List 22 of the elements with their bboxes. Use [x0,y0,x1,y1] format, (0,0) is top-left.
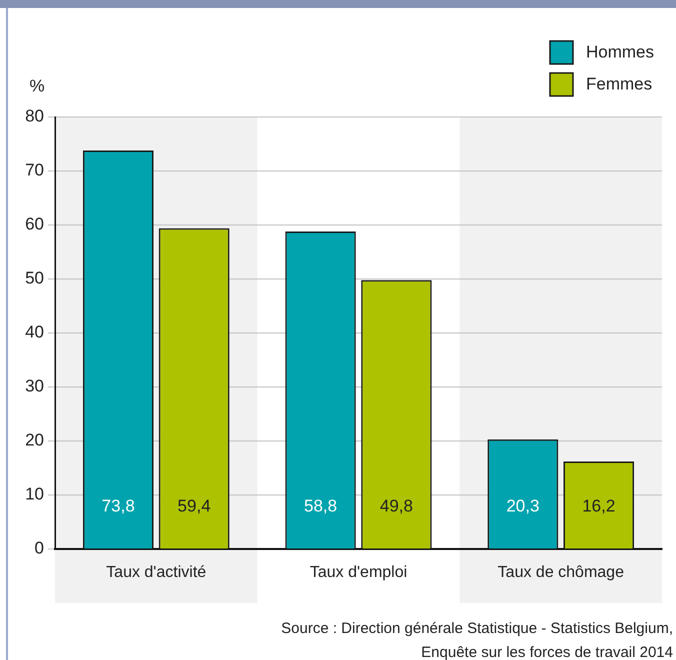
legend-label: Femmes [586,74,652,94]
y-tick-label: 80 [25,106,44,126]
data-label: 20,3 [506,496,540,516]
x-tick-label: Taux de chômage [498,564,624,582]
y-tick-label: 0 [34,538,44,558]
y-tick-label: 30 [25,376,44,396]
y-tick-label: 20 [25,430,44,450]
data-label: 58,8 [304,496,338,516]
y-tick-label: 60 [25,214,44,234]
y-tick-label: 40 [25,322,44,342]
y-axis-title: % [29,76,45,96]
x-tick-label: Taux d'activité [106,564,206,582]
y-tick-label: 10 [25,484,44,504]
source-note: Source : Direction générale Statistique - Statistics Belgium, Enquête sur les forces de travail 2014 [281,620,673,660]
x-tick-label: Taux d'emploi [310,564,408,582]
legend-label: Hommes [586,42,654,62]
data-label: 49,8 [380,496,413,516]
y-tick-label: 50 [25,268,44,288]
data-label: 16,2 [582,496,616,516]
y-tick-label: 70 [25,160,44,180]
data-label: 73,8 [102,496,135,516]
data-label: 59,4 [178,496,211,516]
